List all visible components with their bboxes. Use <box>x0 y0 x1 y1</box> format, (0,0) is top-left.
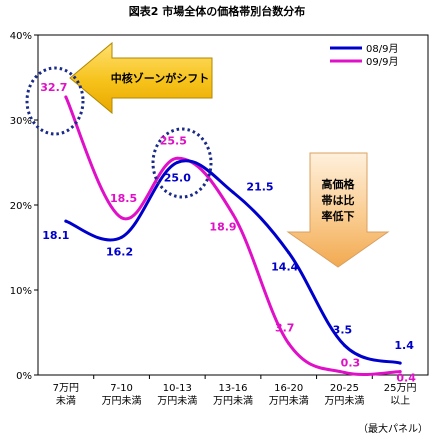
x-tick-label: 7-10 <box>110 383 133 394</box>
data-label: 3.5 <box>333 323 353 336</box>
y-tick-label: 30% <box>10 116 32 127</box>
legend-label-0809: 08/9月 <box>366 43 398 55</box>
data-point <box>398 370 402 374</box>
left-arrow-shape <box>69 41 213 115</box>
data-point <box>398 361 402 365</box>
down-arrow-label-line-3: 率低下 <box>322 209 355 223</box>
x-tick-label: 16-20 <box>274 383 303 394</box>
left-arrow-label: 中核ゾーンがシフト <box>111 71 209 85</box>
x-tick-label: 20-25 <box>330 383 359 394</box>
source-note: （最大パネル） <box>358 422 428 435</box>
core-zone-shift-annotation: 中核ゾーンがシフト <box>69 41 213 115</box>
y-tick-label: 20% <box>10 201 32 212</box>
data-label: 18.1 <box>42 229 69 242</box>
y-tick-label: 0% <box>16 371 32 382</box>
legend-label-0909: 09/9月 <box>366 56 398 68</box>
data-labels-layer: 32.7 18.5 25.5 18.9 3.7 0.3 0.4 18.1 16.2 25.0 21.… <box>40 81 416 385</box>
x-tick-label: 10-13 <box>163 383 192 394</box>
data-label: 18.9 <box>209 220 236 233</box>
data-point <box>175 156 179 160</box>
x-tick-label: 7万円 <box>53 383 79 394</box>
data-point <box>64 219 68 223</box>
y-tick-label: 10% <box>10 286 32 297</box>
down-arrow-label-line-2: 帯は比 <box>322 193 355 207</box>
x-tick-label: 万円未満 <box>102 395 142 407</box>
x-tick-label: 25万円 <box>384 383 417 394</box>
series-line-1 <box>64 95 402 376</box>
data-point <box>342 343 346 347</box>
x-tick-label: 未満 <box>56 395 76 407</box>
x-tick-label: 万円未満 <box>157 395 197 407</box>
data-point <box>287 342 291 346</box>
data-point <box>120 216 124 220</box>
y-axis: 0% 10% 20% 30% 40% <box>10 31 38 382</box>
x-tick-label: 万円未満 <box>269 395 309 407</box>
high-price-decline-annotation: 高価格 帯は比 率低下 <box>286 152 390 268</box>
x-tick-label: 以上 <box>390 395 410 407</box>
x-tick-label: 万円未満 <box>213 395 253 407</box>
data-label: 3.7 <box>275 322 295 335</box>
data-label: 1.4 <box>394 339 414 352</box>
data-label: 16.2 <box>106 245 133 258</box>
data-point <box>231 190 235 194</box>
data-point <box>120 235 124 239</box>
series-layer <box>64 95 402 376</box>
data-point <box>231 212 235 216</box>
data-label: 25.5 <box>160 134 187 147</box>
x-tick-label: 万円未満 <box>324 395 364 407</box>
data-point <box>64 95 68 99</box>
data-label: 21.5 <box>246 180 273 193</box>
data-label: 25.0 <box>164 172 191 185</box>
data-label: 32.7 <box>40 81 67 94</box>
data-label: 0.3 <box>341 356 361 369</box>
highlight-circle-middle <box>151 127 213 199</box>
y-tick-label: 40% <box>10 31 32 42</box>
legend: 08/9月 09/9月 <box>330 43 398 68</box>
down-arrow-label-line-1: 高価格 <box>322 177 356 191</box>
data-label: 0.4 <box>396 372 416 385</box>
data-point <box>287 251 291 255</box>
highlight-circle-left <box>25 66 85 136</box>
down-arrow-shape <box>286 152 390 268</box>
x-tick-label: 13-16 <box>218 383 247 394</box>
chart-title: 図表2 市場全体の価格帯別台数分布 <box>129 4 305 18</box>
data-point <box>342 370 346 374</box>
data-point <box>175 161 179 164</box>
x-axis: 7万円未満7-10万円未満10-13万円未満13-16万円未満16-20万円未満… <box>53 375 417 407</box>
data-label: 18.5 <box>110 192 137 205</box>
data-label: 14.4 <box>271 261 298 274</box>
